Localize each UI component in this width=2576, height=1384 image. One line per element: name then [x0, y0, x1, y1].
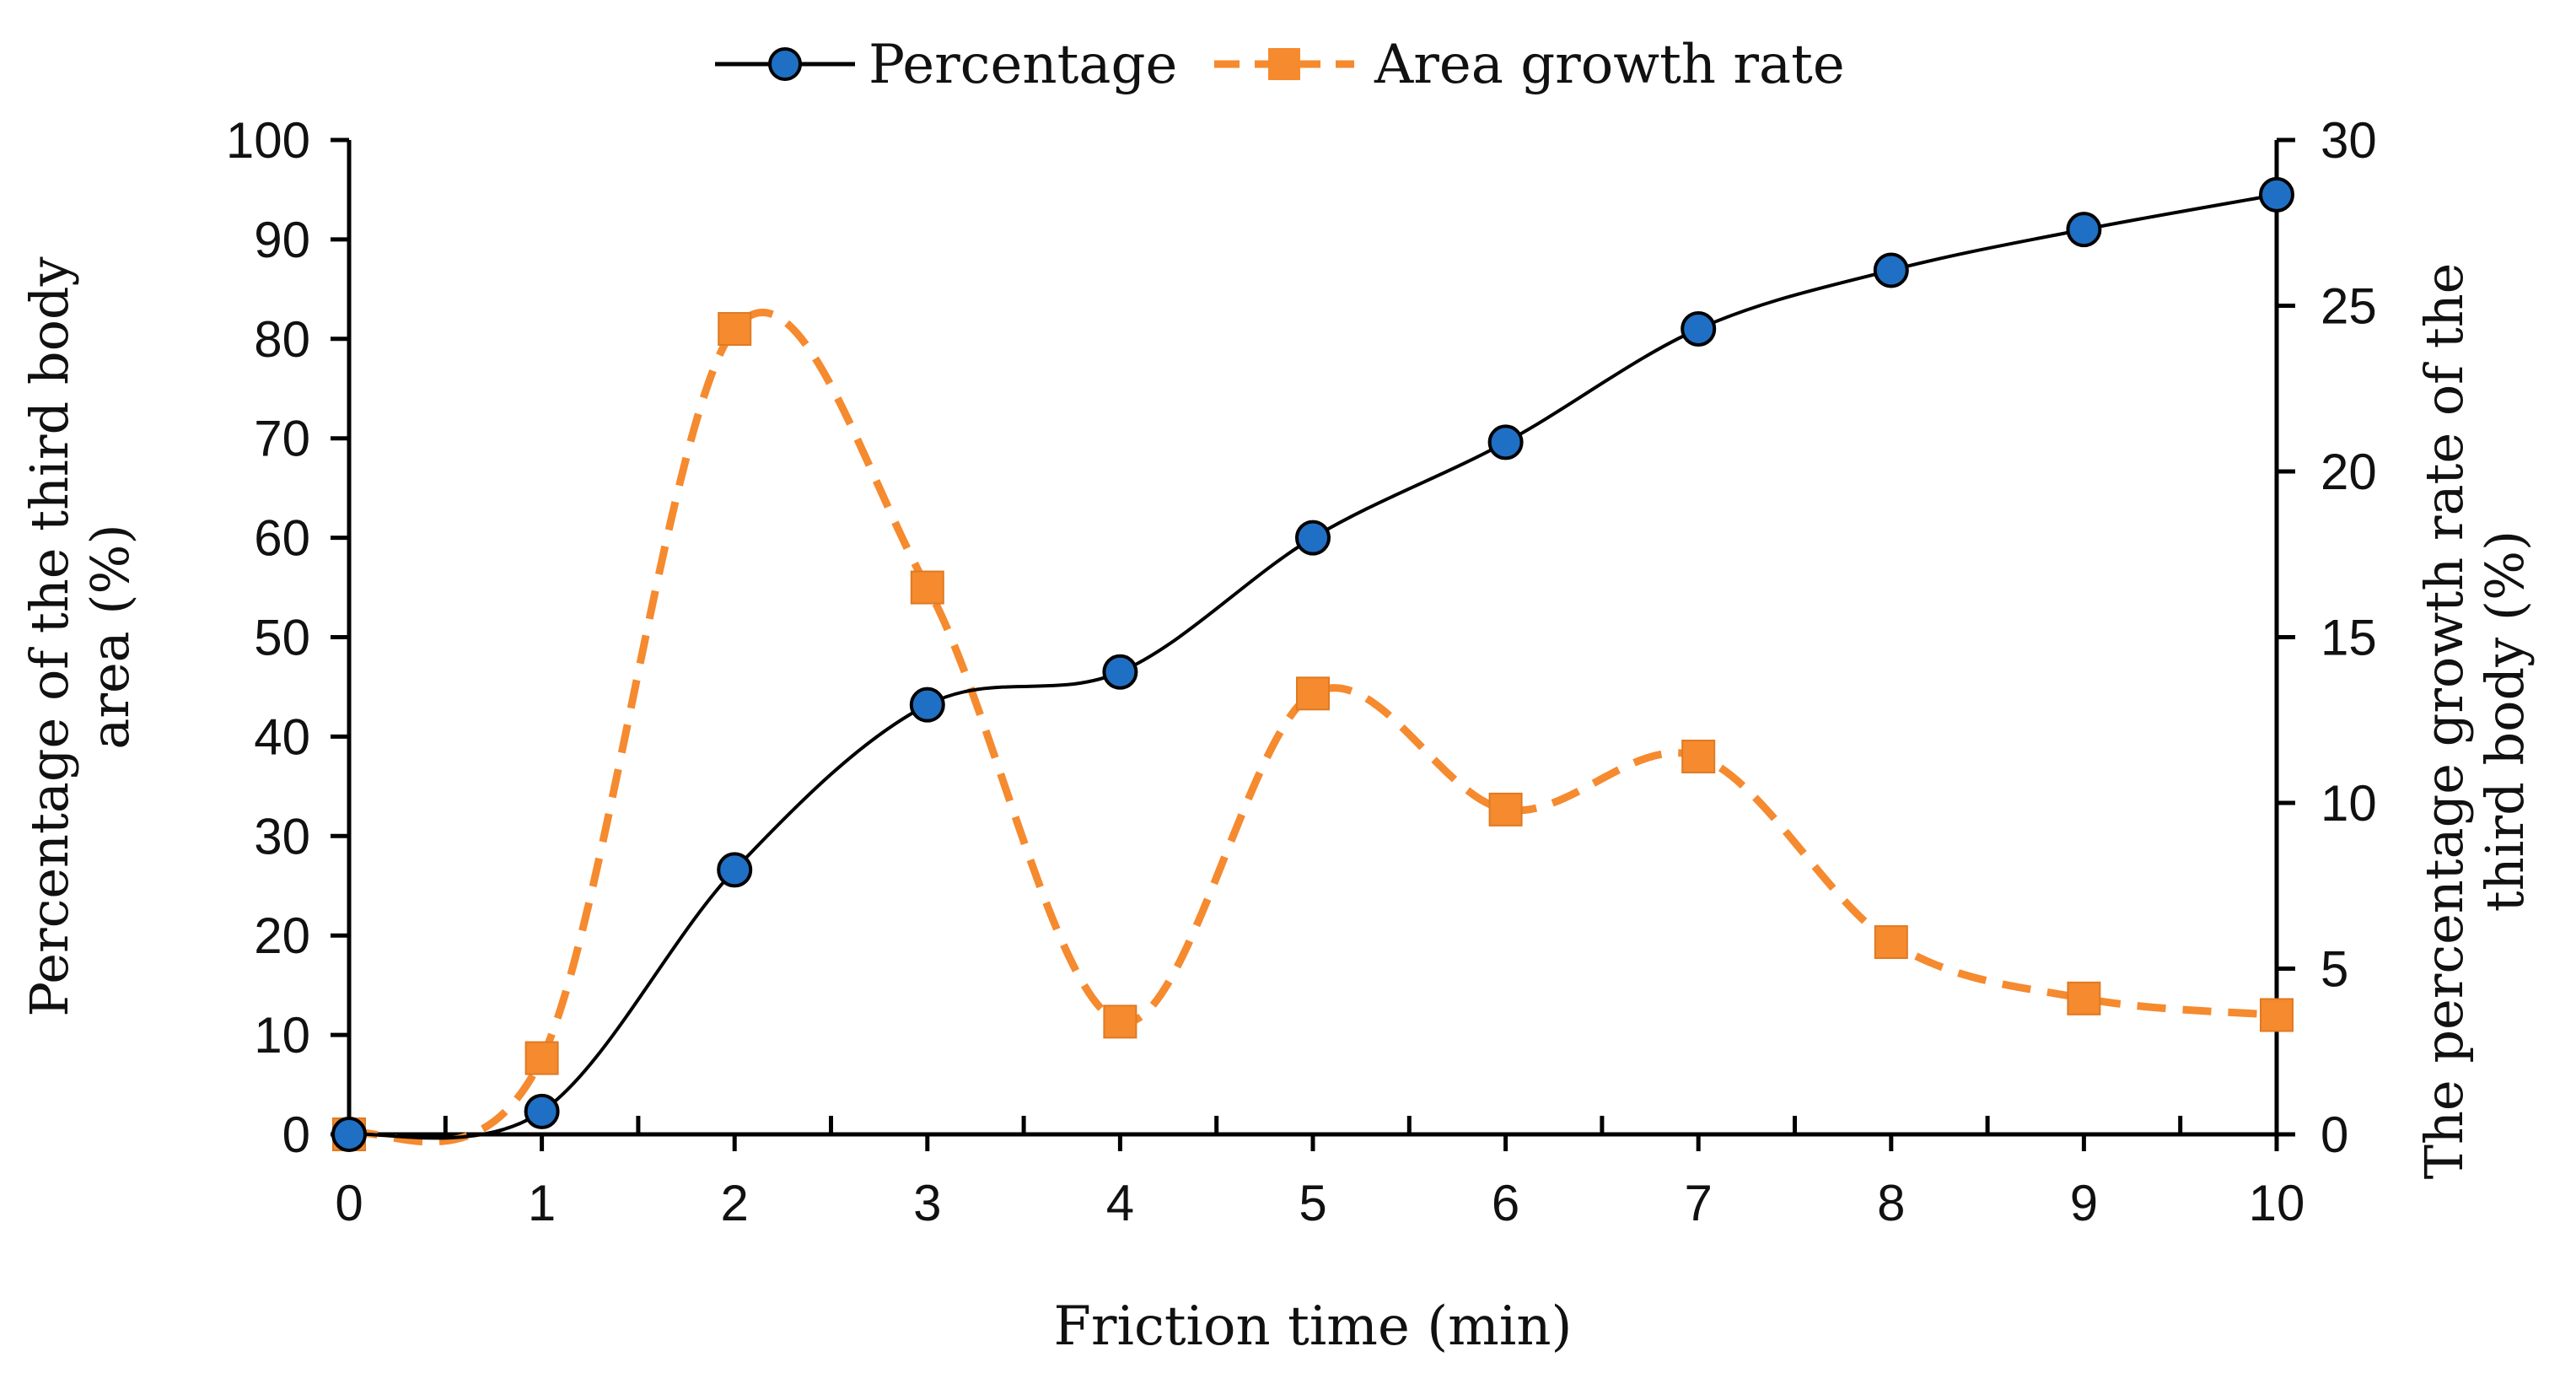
x-tick-label: 9 — [2070, 1175, 2098, 1231]
right-y-tick-label: 15 — [2321, 610, 2377, 666]
right-y-ticks: 0 5 10 15 20 25 30 — [2277, 112, 2377, 1163]
left-y-tick-label: 50 — [254, 610, 310, 666]
x-tick-label: 4 — [1106, 1175, 1134, 1231]
growth-rate-point — [718, 312, 752, 347]
left-axis-title: Percentage of the third body area (%) — [19, 256, 141, 1016]
x-tick-label: 1 — [528, 1175, 556, 1231]
legend-growth-rate-marker — [1268, 48, 1300, 80]
x-tick-label: 3 — [913, 1175, 941, 1231]
legend: Percentage Area growth rate — [715, 34, 1845, 96]
left-y-tick-label: 0 — [282, 1107, 310, 1163]
left-y-tick-label: 70 — [254, 411, 310, 467]
right-y-tick-label: 0 — [2321, 1107, 2348, 1163]
x-tick-label: 2 — [721, 1175, 749, 1231]
x-ticks: 0 1 2 3 4 5 6 7 8 9 10 — [335, 1116, 2304, 1231]
percentage-point — [909, 687, 945, 723]
legend-growth-rate-label: Area growth rate — [1374, 34, 1845, 96]
left-y-tick-label: 20 — [254, 907, 310, 964]
left-axis-title-line-1: Percentage of the third body — [19, 256, 80, 1016]
right-y-tick-label: 25 — [2321, 278, 2377, 335]
series-percentage — [331, 176, 2294, 1152]
right-axis-title-line-2: third body (%) — [2474, 530, 2536, 912]
growth-rate-point — [1103, 1004, 1137, 1039]
percentage-point — [524, 1093, 560, 1129]
right-y-tick-label: 30 — [2321, 112, 2377, 169]
left-y-tick-label: 40 — [254, 708, 310, 765]
growth-rate-point — [2067, 981, 2101, 1015]
left-y-ticks: 0 10 20 30 40 50 60 70 80 90 100 — [226, 112, 349, 1163]
left-y-tick-label: 30 — [254, 808, 310, 864]
x-tick-label: 8 — [1877, 1175, 1905, 1231]
x-tick-label: 10 — [2249, 1175, 2305, 1231]
left-axis-title-line-2: area (%) — [79, 524, 141, 749]
x-tick-label: 0 — [335, 1175, 363, 1231]
percentage-point — [2259, 176, 2294, 213]
percentage-point — [1295, 520, 1331, 556]
percentage-point — [331, 1117, 367, 1152]
x-tick-label: 6 — [1492, 1175, 1519, 1231]
right-y-tick-label: 5 — [2321, 941, 2348, 998]
growth-rate-point — [2260, 998, 2294, 1032]
right-axis-title-line-1: The percentage growth rate of the — [2413, 263, 2475, 1180]
growth-rate-line — [347, 309, 2278, 1146]
legend-percentage-marker — [768, 47, 802, 81]
series-area-growth-rate — [332, 309, 2294, 1151]
percentage-point — [1873, 252, 1909, 288]
growth-rate-point — [524, 1041, 559, 1075]
growth-rate-point — [1681, 739, 1716, 773]
x-tick-label: 7 — [1685, 1175, 1713, 1231]
x-axis-title: Friction time (min) — [1054, 1295, 1573, 1358]
left-y-tick-label: 90 — [254, 212, 310, 268]
left-y-tick-label: 100 — [226, 112, 310, 169]
right-axis-title: The percentage growth rate of the third … — [2413, 263, 2536, 1180]
percentage-point — [717, 852, 753, 888]
growth-rate-point — [1874, 925, 1908, 960]
left-y-tick-label: 60 — [254, 510, 310, 567]
growth-rate-point — [1488, 792, 1523, 827]
right-y-tick-label: 10 — [2321, 775, 2377, 832]
left-y-tick-label: 10 — [254, 1007, 310, 1064]
percentage-point — [1487, 424, 1524, 460]
growth-rate-point — [910, 570, 944, 605]
percentage-point — [2066, 212, 2102, 248]
percentage-point — [1102, 654, 1138, 690]
legend-percentage-label: Percentage — [869, 34, 1177, 96]
x-tick-label: 5 — [1299, 1175, 1326, 1231]
percentage-line — [348, 192, 2278, 1140]
right-y-tick-label: 20 — [2321, 444, 2377, 500]
left-y-tick-label: 80 — [254, 311, 310, 368]
percentage-point — [1681, 311, 1717, 347]
growth-rate-point — [1296, 676, 1330, 711]
